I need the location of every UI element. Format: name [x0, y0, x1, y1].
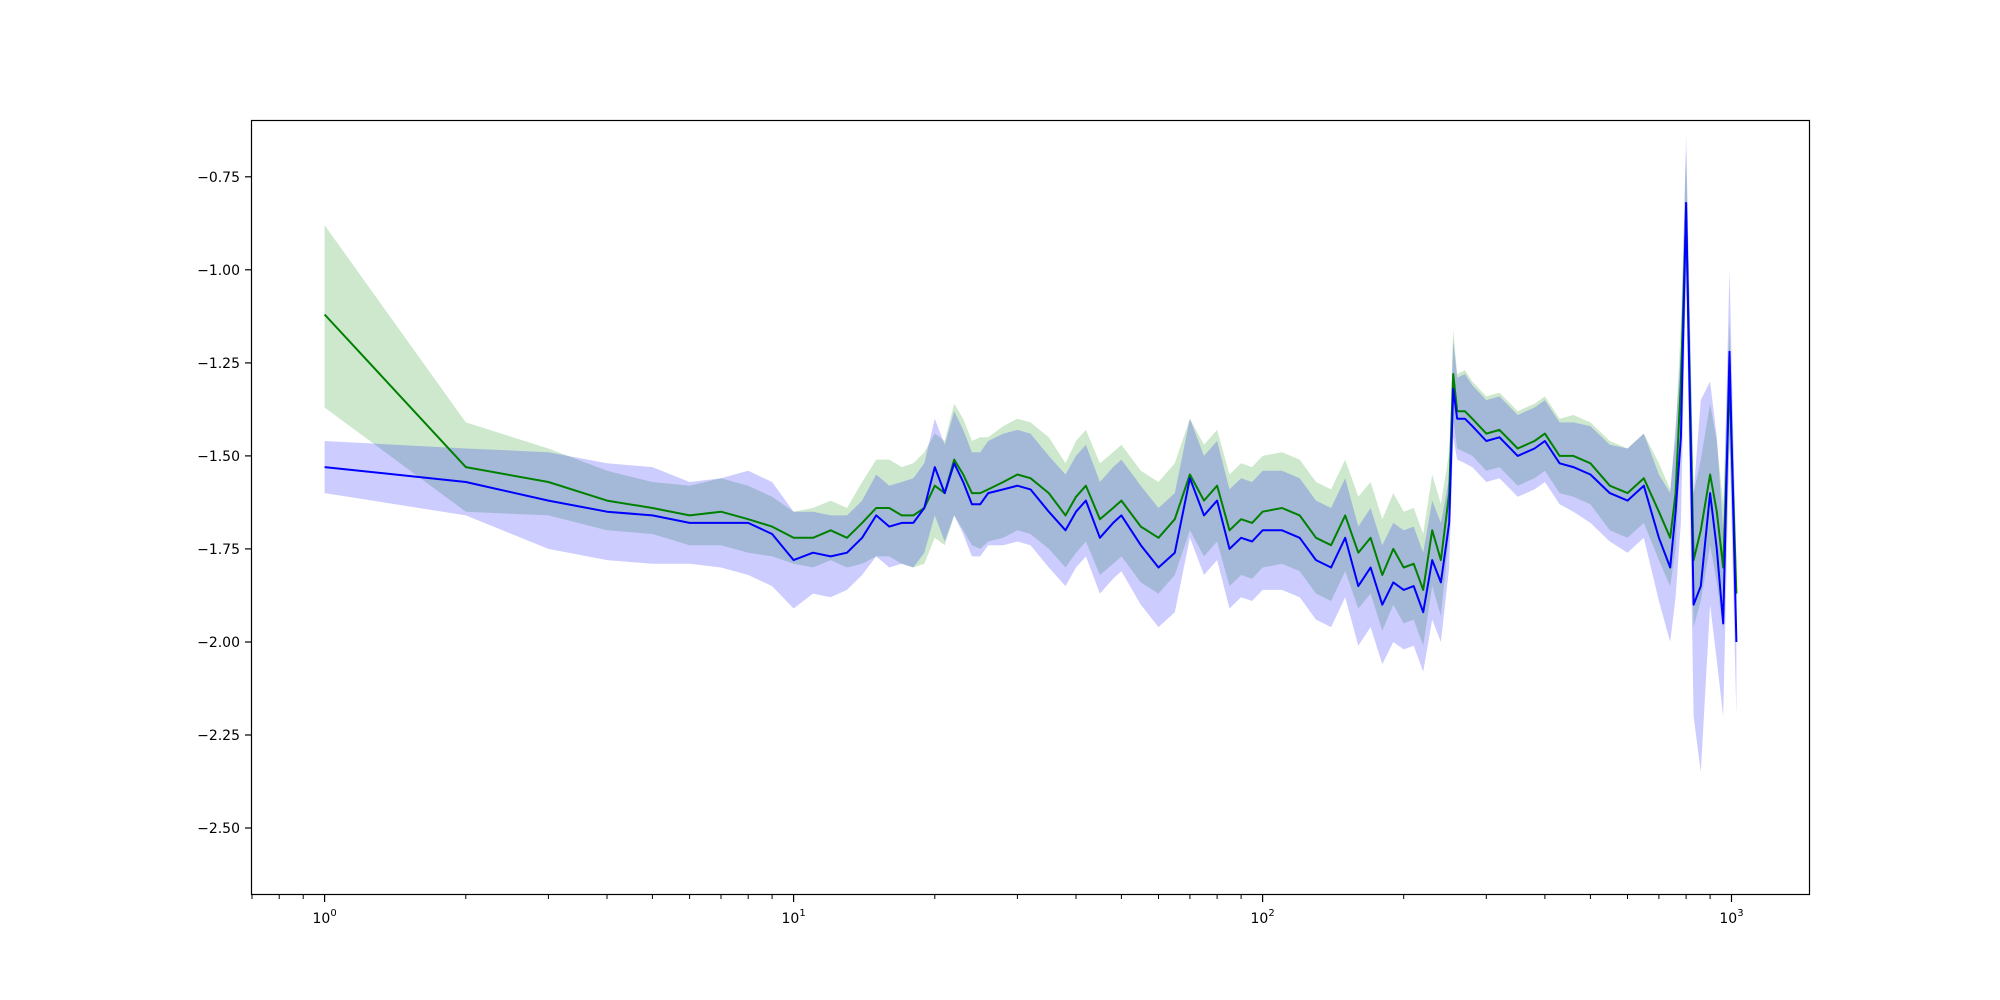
series-0-line — [323, 213, 1738, 594]
series-1-line — [324, 201, 1738, 643]
series-lines — [323, 201, 1738, 643]
y-tick-label: −2.00 — [197, 635, 240, 651]
y-tick-label: −2.50 — [197, 821, 240, 837]
y-tick-label: −1.25 — [197, 356, 240, 372]
series-1-band — [324, 135, 1737, 773]
y-tick-label: −1.50 — [197, 449, 240, 465]
y-tick-label: −1.75 — [197, 542, 240, 558]
x-tick-label: 102 — [1250, 908, 1274, 927]
y-tick-label: −0.75 — [197, 170, 240, 186]
x-tick-label: 100 — [312, 908, 336, 927]
x-tick-label: 103 — [1719, 908, 1743, 927]
y-tick-label: −2.25 — [197, 728, 240, 744]
y-tick-label: −1.00 — [197, 263, 240, 279]
plot-frame — [250, 119, 1811, 896]
series-0-band — [324, 150, 1737, 646]
x-tick-label: 101 — [781, 908, 805, 927]
y-axis: −0.75 −1.00 −1.25 −1.50 −1.75 −2.00 −2.25 −2.50 — [197, 170, 252, 837]
confidence-bands — [324, 135, 1737, 773]
x-axis: 100 101 102 103 — [251, 895, 1744, 927]
